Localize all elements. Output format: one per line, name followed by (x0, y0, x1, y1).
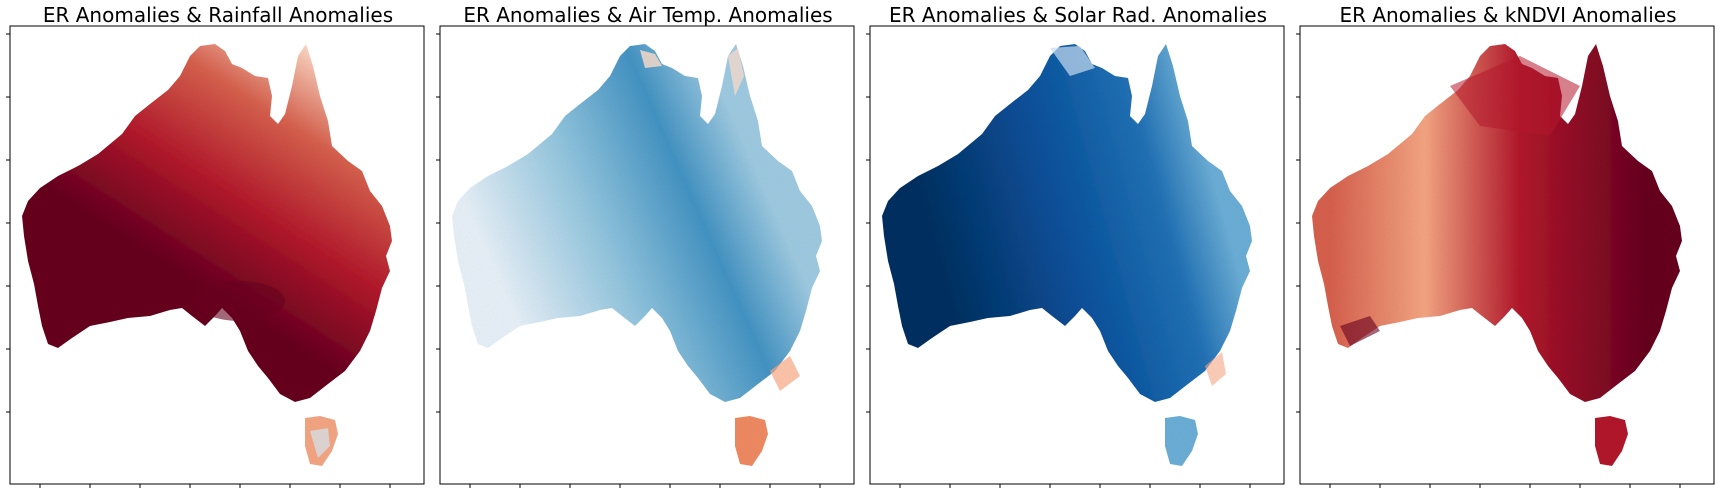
map-panel-kndvi (1296, 25, 1715, 488)
map-panel-rainfall (6, 25, 425, 488)
panel-title-kndvi: ER Anomalies & kNDVI Anomalies (1339, 3, 1677, 27)
panel-title-solar-rad: ER Anomalies & Solar Rad. Anomalies (889, 3, 1267, 27)
map-panel-air-temp (436, 25, 855, 488)
map-panel-solar-rad (866, 25, 1285, 488)
panel-title-air-temp: ER Anomalies & Air Temp. Anomalies (463, 3, 833, 27)
panel-title-rainfall: ER Anomalies & Rainfall Anomalies (42, 3, 394, 27)
